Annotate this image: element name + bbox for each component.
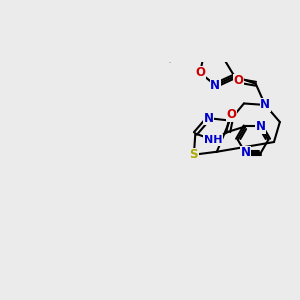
Text: N: N xyxy=(210,79,220,92)
Text: N: N xyxy=(260,98,270,111)
Text: S: S xyxy=(190,148,198,161)
Text: O: O xyxy=(195,66,205,79)
Text: N: N xyxy=(204,112,214,125)
Text: NH: NH xyxy=(204,135,222,145)
Text: O: O xyxy=(227,108,237,121)
Text: N: N xyxy=(256,120,266,133)
Text: N: N xyxy=(240,146,250,160)
Text: O: O xyxy=(234,74,244,87)
